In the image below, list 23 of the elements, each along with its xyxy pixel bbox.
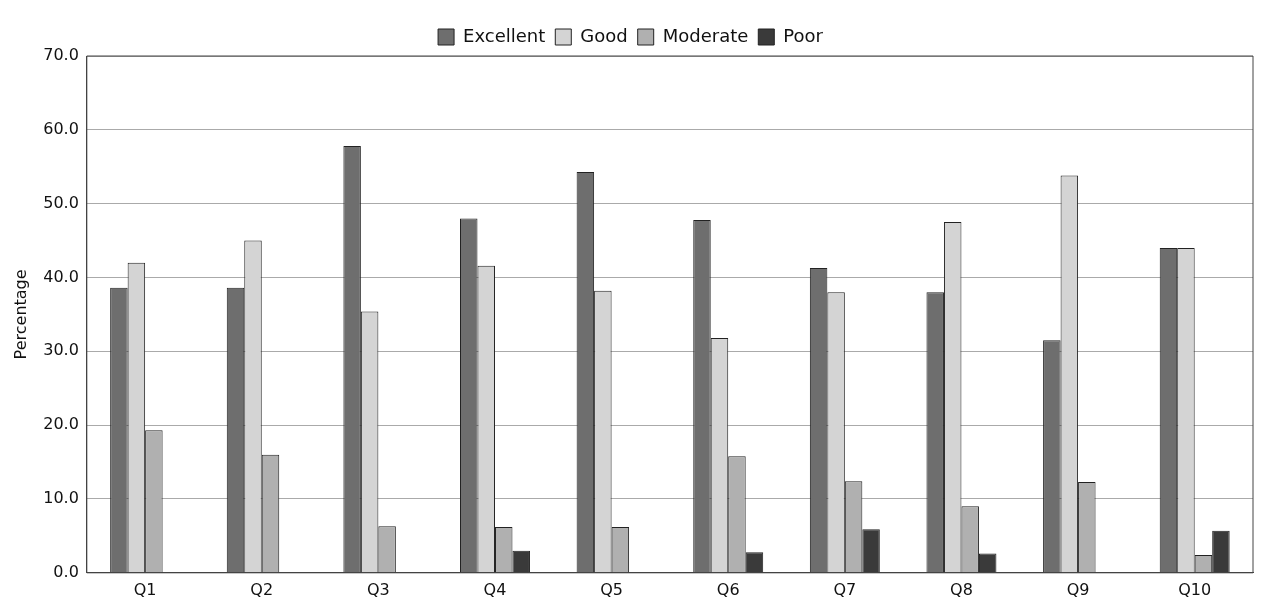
- legend-label: Moderate: [662, 24, 749, 46]
- y-tick-label: 10.0: [43, 488, 79, 508]
- y-tick-label: 60.0: [43, 118, 79, 138]
- y-axis-title: Percentage: [10, 269, 30, 360]
- y-tick-label: 20.0: [43, 414, 79, 434]
- x-tick-label: Q8: [950, 579, 973, 599]
- legend-label: Good: [580, 24, 628, 46]
- legend-label: Excellent: [463, 24, 546, 46]
- x-tick-label: Q1: [133, 579, 157, 599]
- legend-label: Poor: [783, 24, 824, 46]
- x-tick-label: Q5: [600, 579, 623, 599]
- x-tick-label: Q3: [366, 579, 390, 599]
- x-tick-label: Q4: [483, 579, 507, 599]
- y-tick-label: 70.0: [43, 45, 79, 65]
- x-tick-label: Q10: [1178, 579, 1212, 599]
- x-tick-label: Q9: [1066, 579, 1090, 599]
- y-tick-label: 40.0: [43, 266, 79, 286]
- y-tick-label: 0.0: [53, 561, 79, 581]
- x-tick-label: Q6: [716, 579, 740, 599]
- y-tick-label: 50.0: [43, 192, 79, 212]
- x-tick-label: Q7: [833, 579, 857, 599]
- x-tick-label: Q2: [250, 579, 274, 599]
- y-tick-label: 30.0: [43, 340, 79, 360]
